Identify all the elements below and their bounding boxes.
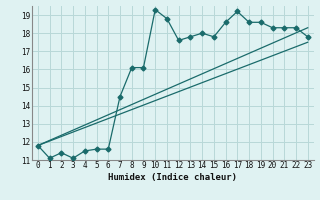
X-axis label: Humidex (Indice chaleur): Humidex (Indice chaleur)	[108, 173, 237, 182]
